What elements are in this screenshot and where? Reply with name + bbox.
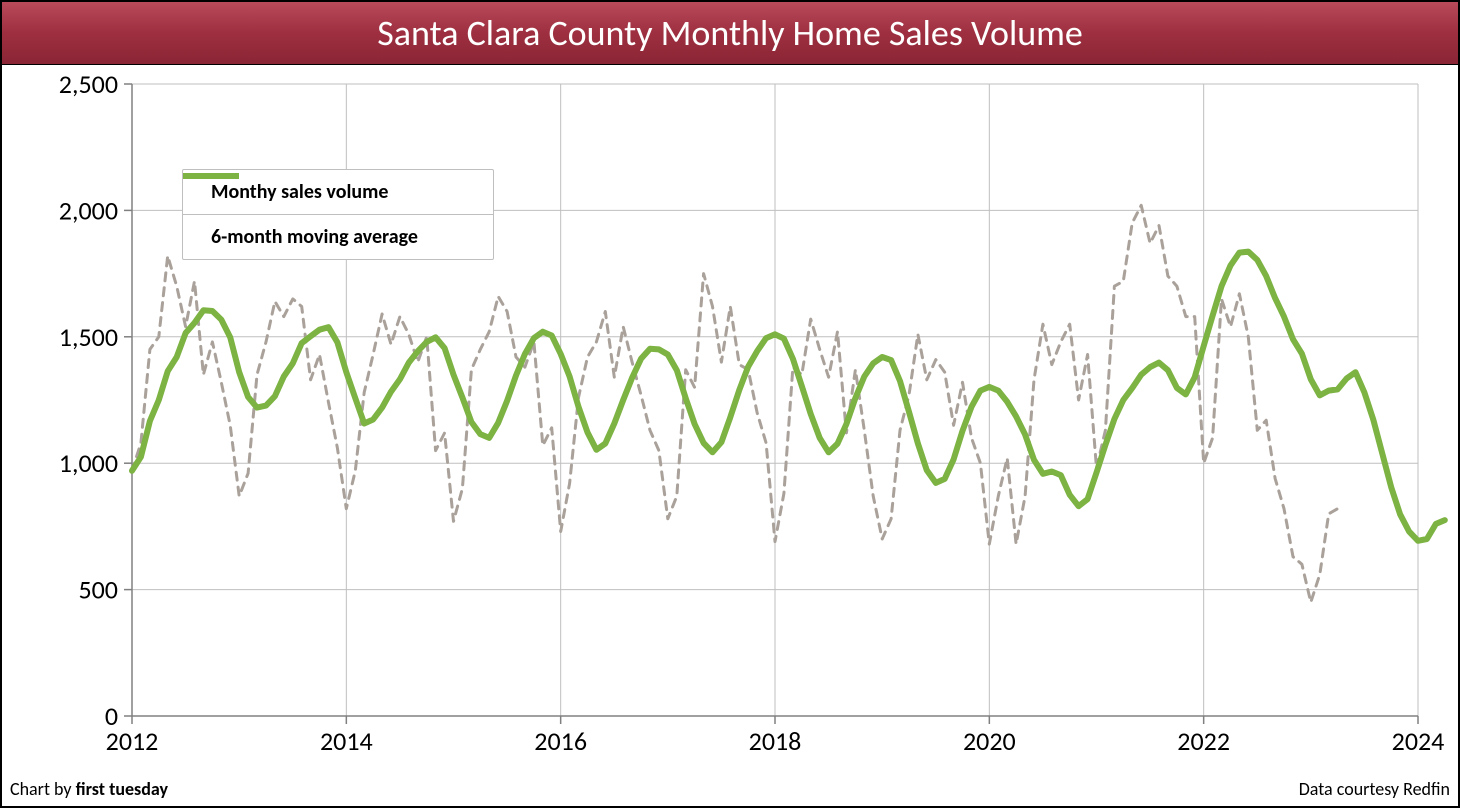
svg-text:2024: 2024 xyxy=(1392,725,1445,757)
footer-left: Chart by first tuesday xyxy=(10,778,168,800)
svg-text:2020: 2020 xyxy=(963,725,1016,757)
svg-text:2022: 2022 xyxy=(1177,725,1230,757)
svg-text:2,000: 2,000 xyxy=(59,194,118,226)
svg-text:2,500: 2,500 xyxy=(59,68,118,100)
footer-left-prefix: Chart by xyxy=(10,778,76,800)
svg-text:1,500: 1,500 xyxy=(59,321,118,353)
title-bar: Santa Clara County Monthly Home Sales Vo… xyxy=(2,2,1458,65)
legend-row-moving-avg: 6-month moving average xyxy=(183,215,493,259)
svg-text:2012: 2012 xyxy=(106,725,159,757)
svg-text:1,000: 1,000 xyxy=(59,447,118,479)
footer-left-bold: first tuesday xyxy=(76,778,168,800)
svg-text:2016: 2016 xyxy=(534,725,587,757)
footer-right: Data courtesy Redfin xyxy=(1299,778,1450,800)
legend: Monthy sales volume 6-month moving avera… xyxy=(182,169,494,260)
plot-area: 05001,0001,5002,0002,5002012201420162018… xyxy=(2,64,1458,806)
svg-text:500: 500 xyxy=(78,574,118,606)
chart-container: Santa Clara County Monthly Home Sales Vo… xyxy=(0,0,1460,808)
chart-title: Santa Clara County Monthly Home Sales Vo… xyxy=(377,11,1083,55)
legend-swatch-solid xyxy=(183,170,239,182)
legend-label-2: 6-month moving average xyxy=(211,225,418,249)
svg-text:2018: 2018 xyxy=(749,725,802,757)
legend-label-1: Monthy sales volume xyxy=(211,180,388,204)
svg-text:2014: 2014 xyxy=(320,725,373,757)
